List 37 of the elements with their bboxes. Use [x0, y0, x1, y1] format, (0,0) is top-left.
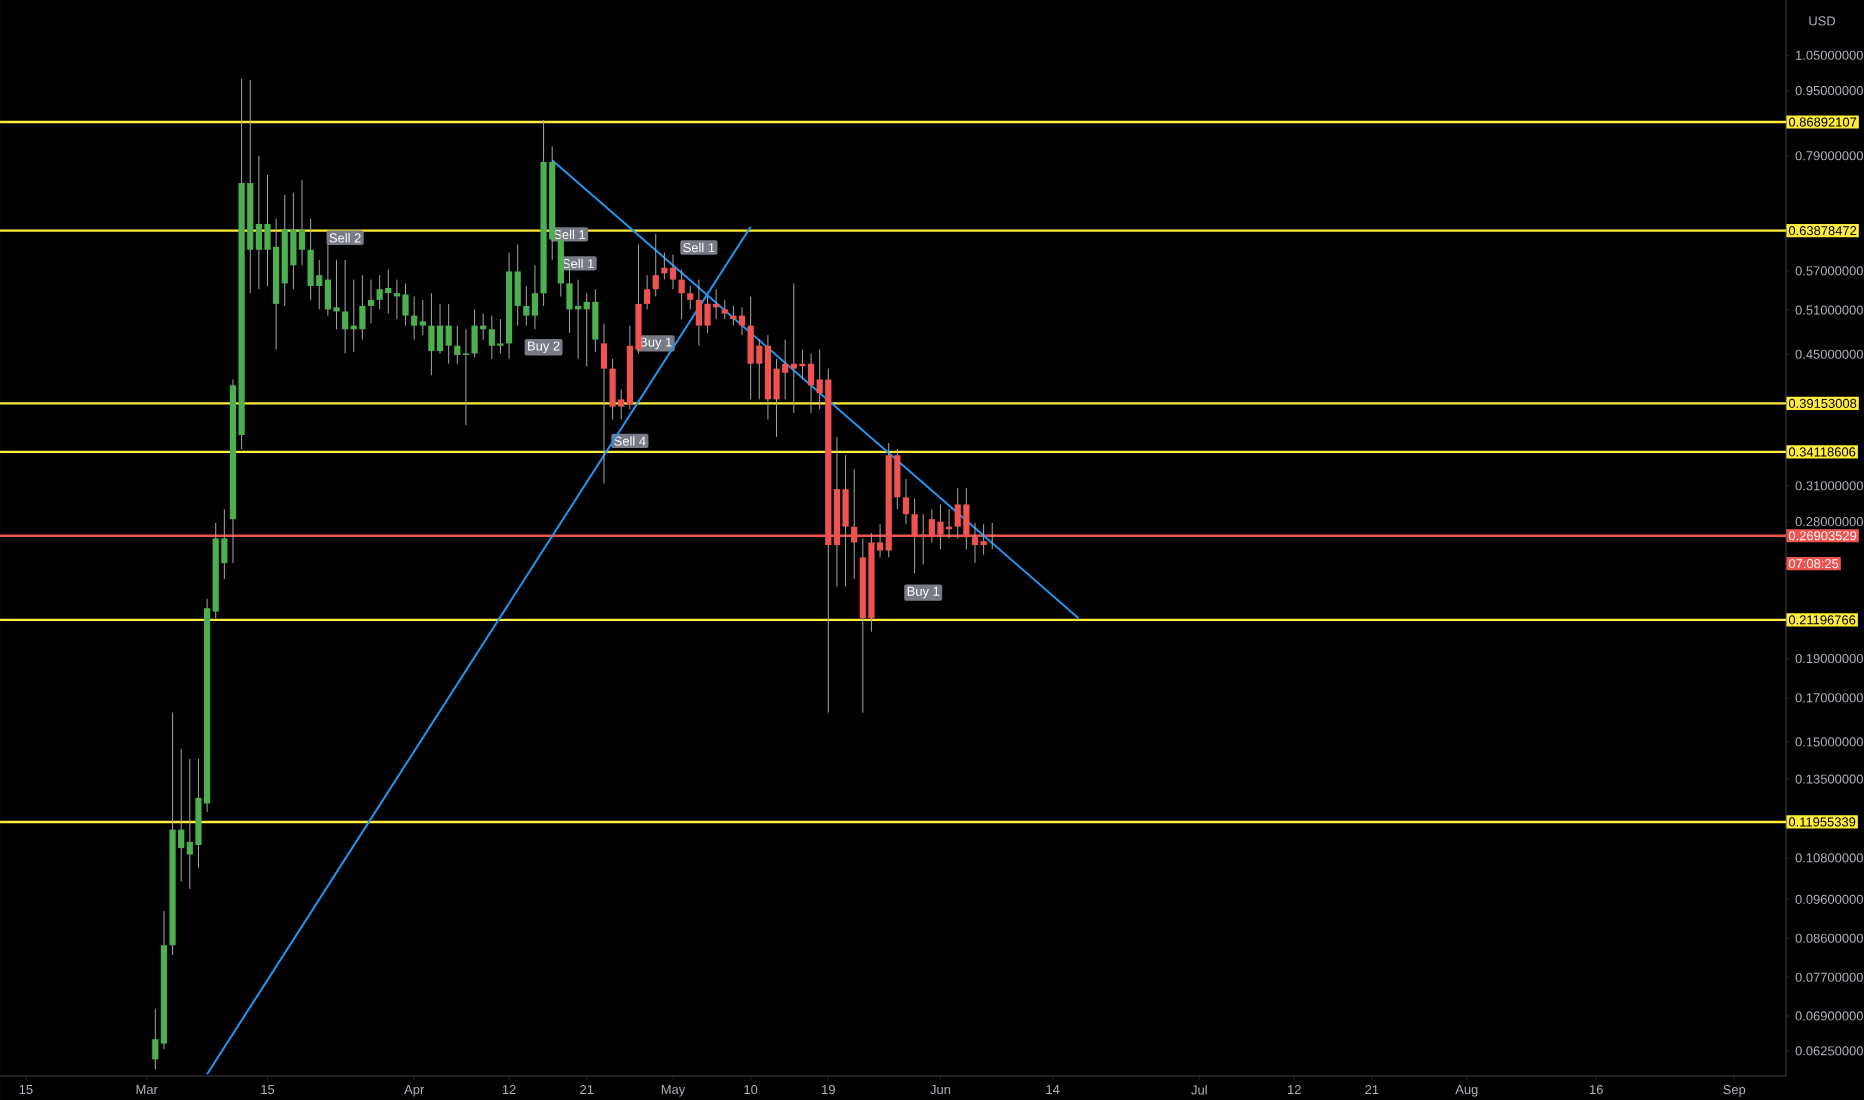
candlestick — [592, 288, 599, 353]
candlestick — [523, 285, 530, 327]
candlestick — [333, 259, 340, 330]
candlestick — [609, 358, 616, 421]
candlestick — [298, 179, 306, 266]
candlestick — [807, 352, 815, 414]
candlestick — [454, 325, 461, 365]
candlestick — [376, 274, 383, 310]
candlestick — [411, 296, 418, 341]
candlestick — [799, 349, 806, 380]
candlestick — [342, 259, 349, 354]
candlestick — [687, 285, 694, 310]
candlestick — [359, 274, 366, 341]
candlestick — [669, 254, 677, 290]
candlestick — [721, 299, 728, 320]
candlestick — [747, 296, 754, 400]
candlestick — [471, 308, 478, 358]
candlestick — [730, 305, 737, 327]
candlestick — [738, 306, 746, 336]
candlestick — [385, 269, 392, 315]
candlestick — [428, 292, 435, 376]
candlestick — [436, 303, 444, 354]
candlestick — [419, 299, 426, 336]
candlestick — [462, 328, 470, 426]
candlestick — [531, 264, 539, 330]
candlestick — [402, 282, 409, 327]
candlestick — [290, 192, 297, 290]
candlestick — [497, 318, 504, 354]
candlestick — [902, 478, 910, 525]
candlestick — [445, 303, 452, 365]
candlestick — [367, 279, 375, 324]
candlestick — [652, 233, 659, 297]
candlestick — [600, 322, 608, 484]
candlestick — [704, 296, 711, 334]
candlestick — [678, 269, 685, 320]
candlestick — [644, 274, 651, 310]
candlestick — [307, 218, 314, 301]
